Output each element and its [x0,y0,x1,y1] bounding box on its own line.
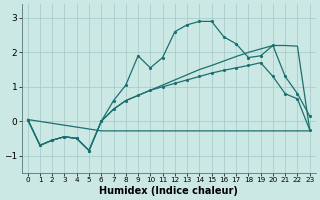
X-axis label: Humidex (Indice chaleur): Humidex (Indice chaleur) [99,186,238,196]
